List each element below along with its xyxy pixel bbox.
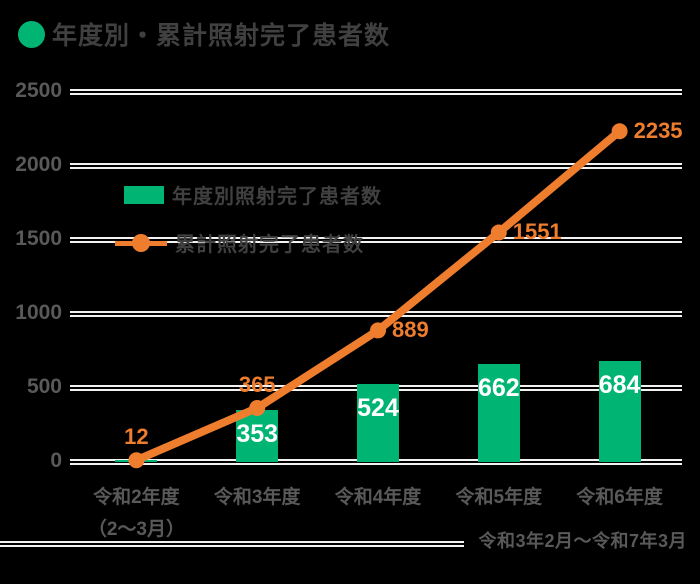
x-axis-label: 令和6年度 (576, 487, 663, 508)
line-marker (611, 123, 628, 140)
gridline-2500 (70, 89, 682, 95)
legend-label-cumulative: 累計照射完了患者数 (175, 234, 364, 256)
gridline-1000 (70, 311, 682, 317)
x-axis-label: 令和4年度 (334, 487, 422, 508)
chart-title: 年度別・累計照射完了患者数 (52, 22, 391, 50)
legend-item-annual: 年度別照射完了患者数 (115, 180, 382, 209)
bar-series-swatch (124, 185, 164, 204)
y-axis-label-2000: 2000 (15, 153, 62, 176)
line-marker (370, 322, 386, 339)
bottom-divider-line (0, 541, 464, 547)
line-value-label: 1551 (512, 219, 562, 245)
date-range-note: 令和3年2月～令和7年3月 (478, 531, 687, 551)
bar-value-label: 353 (236, 419, 279, 448)
x-axis-label: 令和5年度 (455, 487, 543, 508)
y-axis-label-1000: 1000 (15, 301, 62, 324)
legend-label-annual: 年度別照射完了患者数 (172, 186, 382, 208)
gridline-2000 (70, 163, 682, 169)
chart-title-row: 年度別・累計照射完了患者数 (18, 16, 390, 52)
bar-value-label: 662 (477, 374, 520, 403)
y-axis-label-0: 0 (50, 449, 62, 472)
line-marker-icon (132, 233, 150, 252)
line-value-label: 2235 (633, 118, 683, 144)
line-value-label: 889 (392, 317, 429, 343)
y-axis-label-500: 500 (26, 375, 62, 398)
bar-value-label: 684 (598, 370, 641, 399)
bullet-icon (18, 20, 45, 48)
y-axis-label-1500: 1500 (15, 227, 62, 250)
legend-item-cumulative: 累計照射完了患者数 (115, 228, 382, 257)
line-series-swatch (115, 233, 167, 252)
bar-value-label: 524 (357, 394, 399, 423)
y-axis-label-2500: 2500 (15, 79, 62, 102)
line-value-label: 12 (124, 424, 149, 450)
legend: 年度別照射完了患者数 累計照射完了患者数 (115, 180, 382, 276)
bar-令和2年度 (115, 460, 158, 462)
line-value-label: 365 (238, 371, 276, 397)
x-axis-label: 令和3年度 (213, 487, 301, 508)
x-axis-label: 令和2年度 (93, 487, 180, 508)
x-axis-sublabel: （2～3月） (87, 519, 185, 540)
